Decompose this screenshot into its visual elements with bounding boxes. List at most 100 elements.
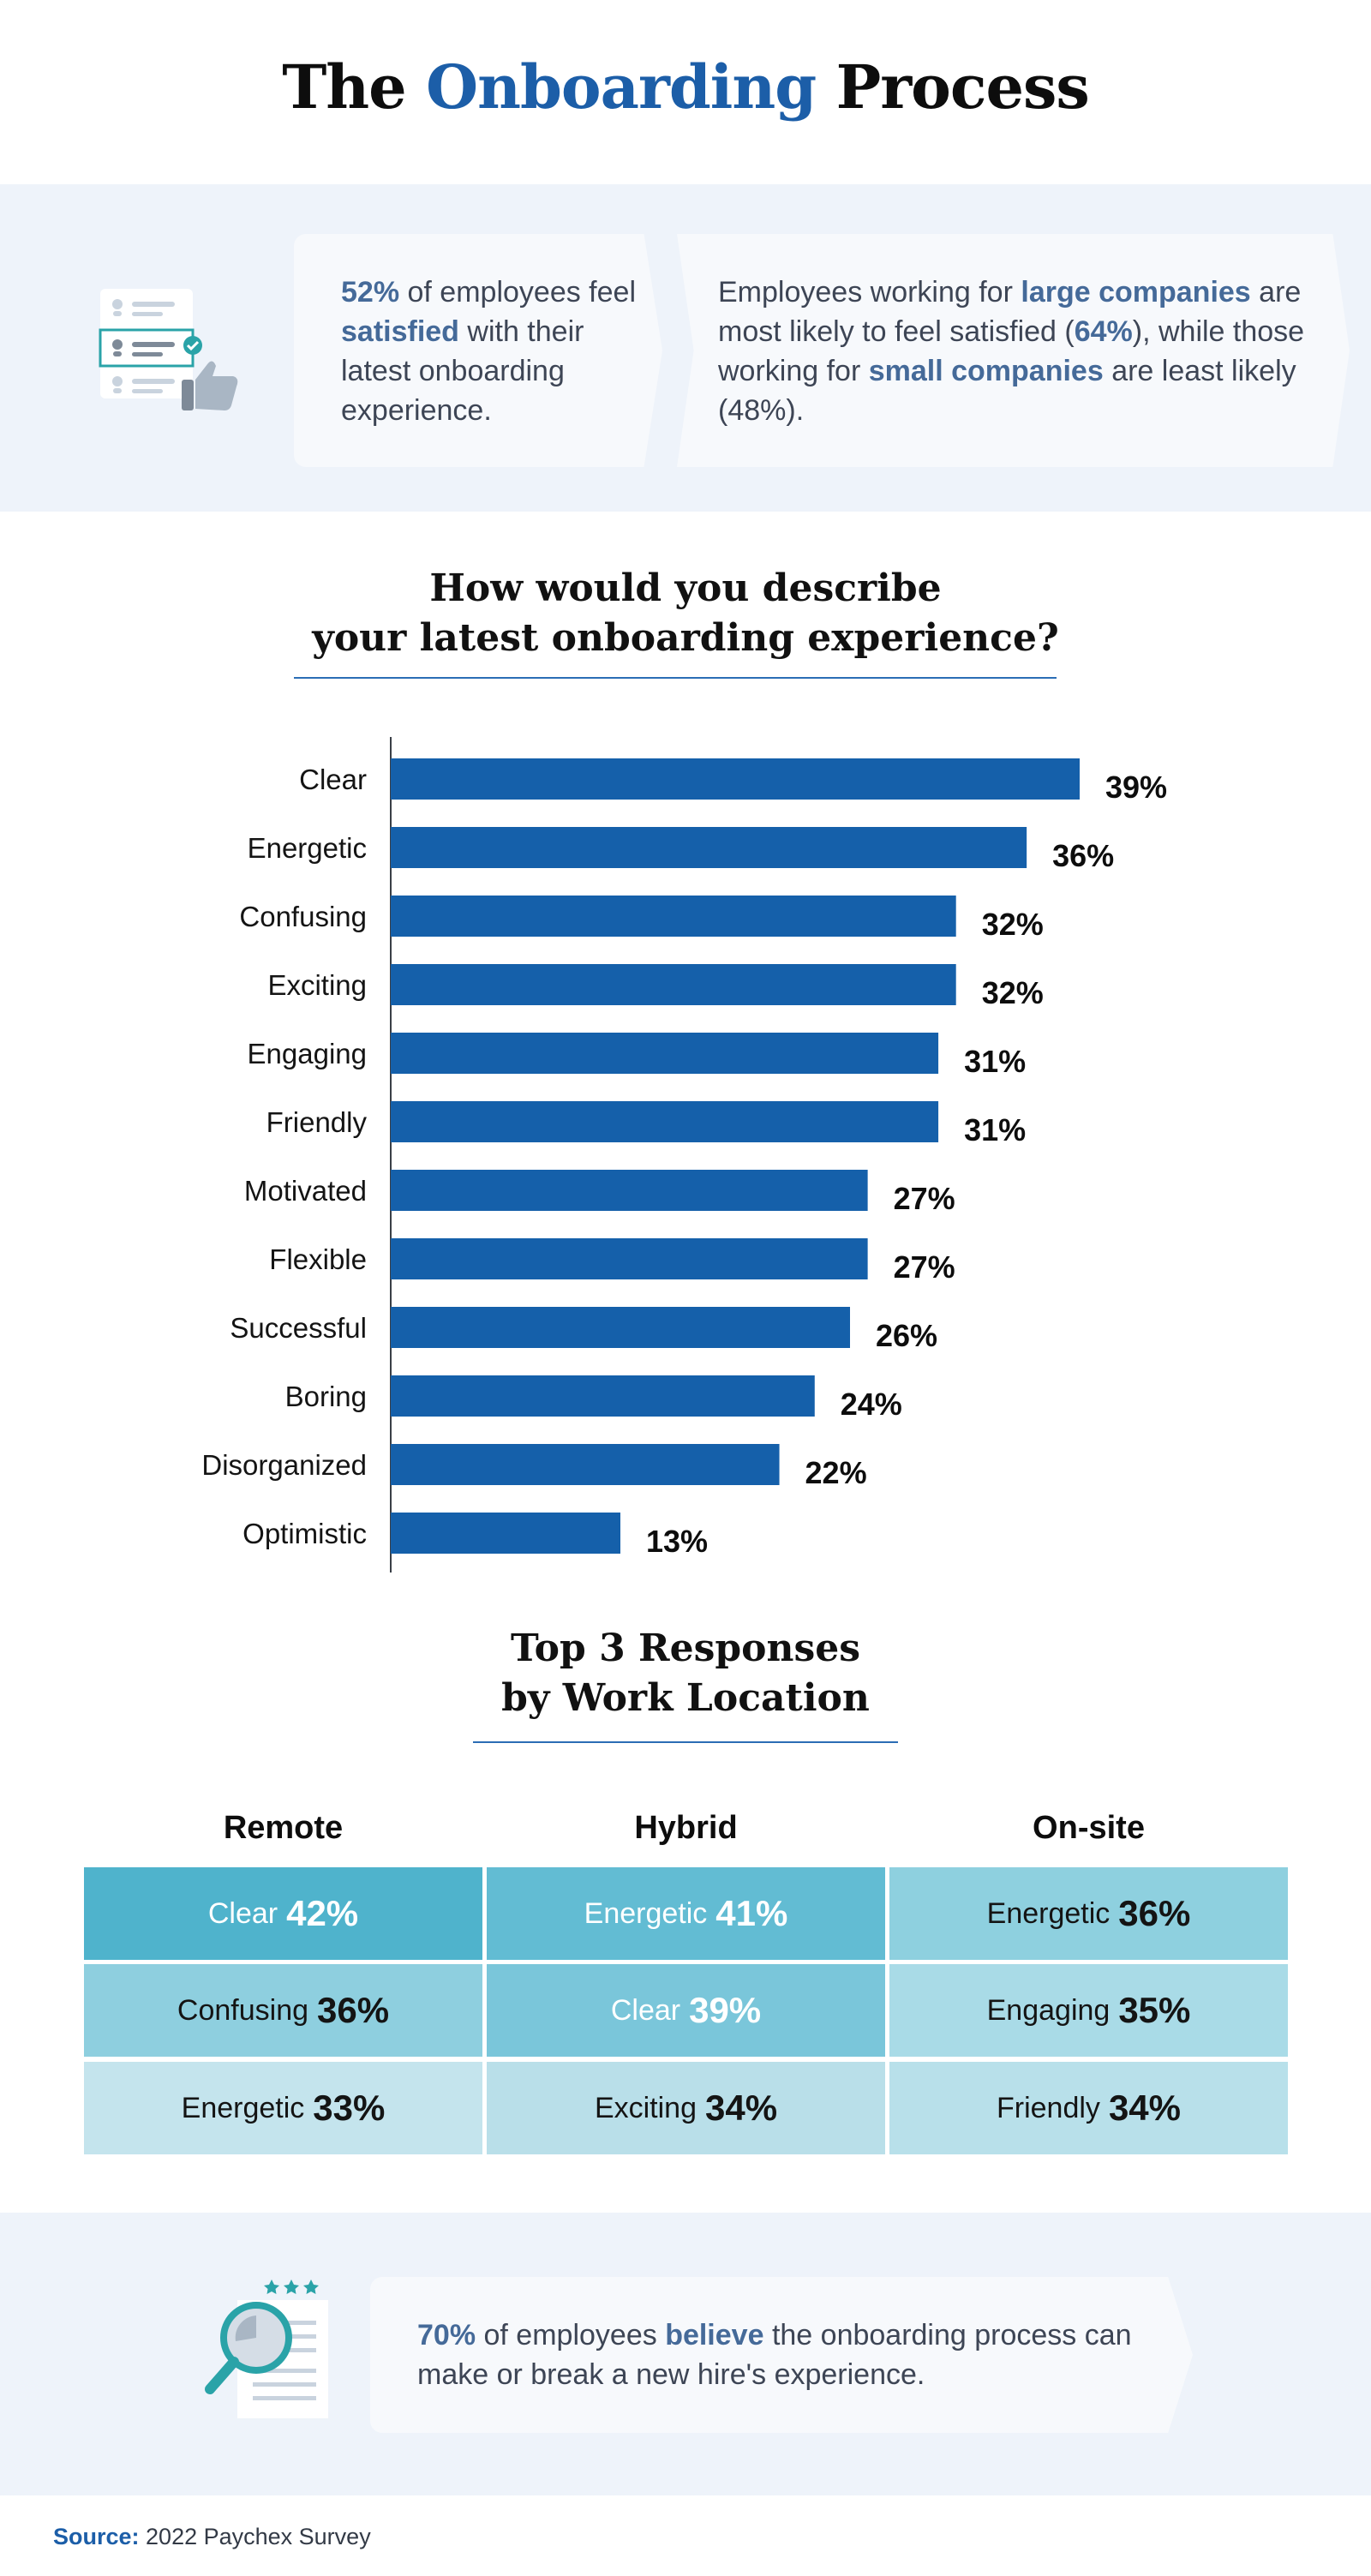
stat-text-part: of employees feel [399, 276, 637, 309]
value-label: 22% [805, 1455, 867, 1490]
value-label: 32% [982, 907, 1044, 942]
cell-pct: 41% [715, 1893, 788, 1933]
category-label: Confusing [239, 901, 367, 932]
bottom-stat-band: 70% of employees believe the onboarding … [0, 2213, 1371, 2495]
chart-title-line2: your latest onboarding experience? [312, 616, 1059, 660]
cell-label: Clear [610, 1993, 681, 2027]
value-label: 13% [646, 1524, 708, 1559]
stats-band: 52% of employees feel satisfied with the… [0, 184, 1371, 512]
profile-thumbs-up-icon [99, 289, 238, 410]
cell-pct: 35% [1118, 1990, 1191, 2030]
page-title: The Onboarding Process [0, 51, 1371, 123]
cell-label: Energetic [181, 2091, 305, 2124]
category-label: Boring [285, 1381, 367, 1412]
bar-chart: Clear 39% Energetic 36% Confusing 32% Exciting… [201, 737, 1167, 1573]
stat-text-satisfied: 52% of employees feel satisfied with the… [341, 273, 650, 430]
stat-pct: 52% [341, 276, 400, 309]
title-word-process: Process [835, 51, 1090, 123]
bar-disorganized [391, 1444, 780, 1485]
cell-label: Confusing [177, 1993, 309, 2027]
bar-engaging [391, 1033, 939, 1074]
value-label: 31% [964, 1112, 1026, 1147]
location-title-underline [473, 1741, 898, 1743]
category-label: Flexible [269, 1243, 367, 1275]
column-header-hybrid: Hybrid [634, 1810, 738, 1846]
cell-label: Energetic [986, 1896, 1111, 1930]
stat-keyword: small companies [868, 355, 1104, 387]
stat-text-part: of employees [476, 2319, 666, 2351]
bar-exciting [391, 964, 956, 1005]
cell-label: Energetic [584, 1896, 708, 1930]
category-label: Energetic [248, 832, 367, 864]
remote-cell-1: Clear 42% [84, 1867, 482, 1960]
cell-label: Engaging [986, 1993, 1111, 2027]
category-label: Successful [230, 1312, 367, 1344]
onsite-cell-3: Friendly 34% [889, 2062, 1288, 2154]
value-label: 36% [1052, 838, 1114, 873]
stat-text-company-size: Employees working for large companies ar… [718, 273, 1309, 430]
stat-text-part: Employees working for [718, 276, 1021, 309]
column-header-remote: Remote [223, 1810, 344, 1846]
category-label: Clear [299, 764, 367, 795]
stat-keyword: satisfied [341, 315, 459, 348]
location-title: Top 3 Responses by Work Location [0, 1624, 1371, 1723]
value-label: 27% [894, 1181, 955, 1216]
hybrid-cell-1: Energetic 41% [487, 1867, 885, 1960]
onsite-cell-1: Energetic 36% [889, 1867, 1288, 1960]
remote-cell-3: Energetic 33% [84, 2062, 482, 2154]
value-label: 24% [841, 1387, 902, 1422]
cell-pct: 42% [286, 1893, 359, 1933]
category-label: Optimistic [242, 1518, 367, 1549]
category-label: Engaging [248, 1038, 367, 1069]
source-label: Source: [53, 2524, 140, 2549]
stat-text-part: are most likely to feel satisfied ( [718, 276, 1302, 348]
location-title-line1: Top 3 Responses [510, 1626, 861, 1670]
stat-card-company-size: Employees working for large companies ar… [677, 234, 1350, 467]
source-text: 2022 Paychex Survey [139, 2524, 371, 2549]
cell-pct: 36% [317, 1990, 390, 2030]
cell-label: Clear [207, 1896, 278, 1930]
category-label: Friendly [266, 1106, 368, 1138]
bar-boring [391, 1375, 815, 1417]
stat-card-make-or-break: 70% of employees believe the onboarding … [370, 2277, 1193, 2433]
value-label: 39% [1105, 770, 1167, 805]
value-label: 26% [876, 1318, 937, 1353]
chart-title-underline [294, 677, 1057, 679]
bar-clear [391, 758, 1080, 800]
cell-pct: 36% [1118, 1893, 1191, 1933]
chart-title-line1: How would you describe [429, 566, 942, 610]
remote-cell-2: Confusing 36% [84, 1964, 482, 2057]
column-header-onsite: On-site [1033, 1810, 1145, 1846]
stat-text-part: are least likely (48%). [718, 355, 1296, 427]
source-note: Source: 2022 Paychex Survey [53, 2524, 371, 2550]
category-label: Exciting [267, 969, 367, 1001]
hybrid-cell-2: Clear 39% [487, 1964, 885, 2057]
stat-pct: 70% [417, 2319, 476, 2351]
stat-text-part: the onboarding process can make or break… [417, 2319, 1132, 2391]
bar-optimistic [391, 1513, 620, 1554]
bar-friendly [391, 1101, 939, 1142]
cell-label: Exciting [594, 2091, 697, 2124]
onsite-cell-2: Engaging 35% [889, 1964, 1288, 2057]
bar-successful [391, 1307, 850, 1348]
stat-keyword: large companies [1021, 276, 1251, 309]
stat-text-part: ), while those working for [718, 315, 1305, 387]
cell-pct: 33% [313, 2088, 386, 2128]
bar-motivated [391, 1170, 868, 1211]
cell-pct: 34% [705, 2088, 778, 2128]
stat-pct: 64% [1074, 315, 1133, 348]
cell-pct: 39% [689, 1990, 762, 2030]
hybrid-cell-3: Exciting 34% [487, 2062, 885, 2154]
cell-pct: 34% [1108, 2088, 1181, 2128]
chart-title: How would you describe your latest onboa… [0, 564, 1371, 663]
stat-text-make-or-break: 70% of employees believe the onboarding … [417, 2315, 1163, 2394]
stat-text-part: with their latest onboarding experience. [341, 315, 584, 427]
bar-energetic [391, 827, 1027, 868]
value-label: 27% [894, 1249, 955, 1285]
stat-keyword: believe [665, 2319, 764, 2351]
value-label: 31% [964, 1044, 1026, 1079]
title-word-onboarding: Onboarding [426, 51, 817, 123]
category-label: Motivated [244, 1175, 367, 1207]
location-title-line2: by Work Location [501, 1676, 870, 1720]
value-label: 32% [982, 975, 1044, 1010]
